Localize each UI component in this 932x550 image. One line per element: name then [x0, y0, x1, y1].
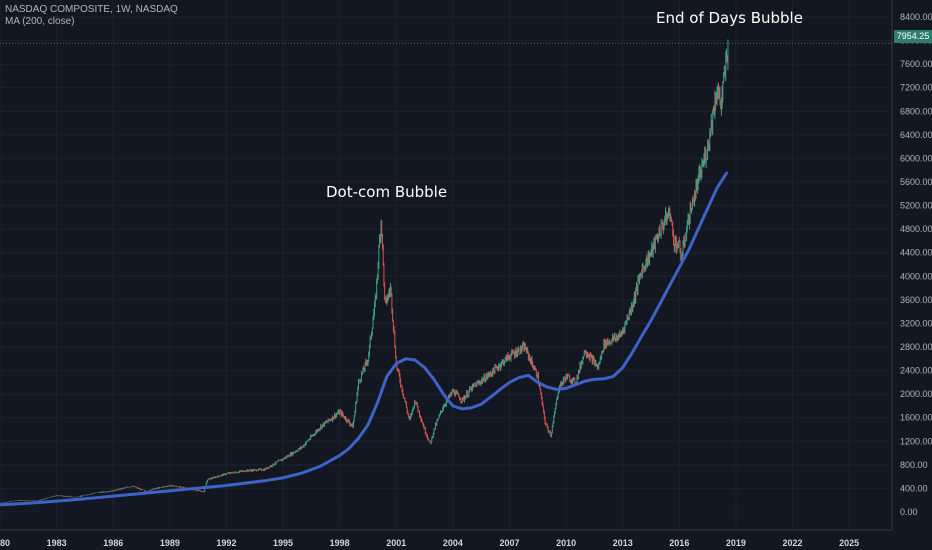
y-tick-label: 7600.00 [900, 59, 932, 69]
y-tick-label: 5200.00 [900, 201, 932, 211]
ma-line [0, 171, 728, 507]
x-tick-label: 2022 [783, 538, 803, 548]
x-tick-label: 2001 [386, 538, 406, 548]
y-tick-label: 3200.00 [900, 318, 932, 328]
x-tick-label: 2007 [499, 538, 519, 548]
annotation-end-of-days-bubble: End of Days Bubble [656, 9, 803, 27]
y-tick-label: 800.00 [900, 460, 928, 470]
last-price-label: 7954.25 [894, 30, 932, 43]
symbol-title: NASDAQ COMPOSITE, 1W, NASDAQ [5, 4, 178, 15]
x-tick-label: 1983 [47, 538, 67, 548]
y-tick-label: 2400.00 [900, 366, 932, 376]
x-tick-label: 1992 [216, 538, 236, 548]
x-tick-label: 2013 [613, 538, 633, 548]
annotation-dotcom-bubble: Dot-com Bubble [326, 183, 448, 201]
y-tick-label: 8400.00 [900, 12, 932, 22]
y-tick-label: 4400.00 [900, 248, 932, 258]
y-tick-label: 1600.00 [900, 413, 932, 423]
y-tick-label: 400.00 [900, 483, 928, 493]
x-tick-label: 2019 [726, 538, 746, 548]
x-tick-label: 1995 [273, 538, 293, 548]
y-tick-label: 1200.00 [900, 436, 932, 446]
x-tick-label: 1998 [330, 538, 350, 548]
y-tick-label: 6800.00 [900, 106, 932, 116]
x-tick-label: 1989 [160, 538, 180, 548]
x-tick-label: 1980 [0, 538, 10, 548]
x-tick-label: 1986 [103, 538, 123, 548]
y-tick-label: 4000.00 [900, 271, 932, 281]
y-tick-label: 0.00 [900, 507, 918, 517]
y-tick-label: 3600.00 [900, 295, 932, 305]
ma-indicator-label: MA (200, close) [5, 16, 75, 27]
y-tick-label: 5600.00 [900, 177, 932, 187]
x-tick-label: 2004 [443, 538, 463, 548]
x-tick-label: 2016 [669, 538, 689, 548]
y-tick-label: 7200.00 [900, 83, 932, 93]
x-tick-label: 2025 [839, 538, 859, 548]
y-tick-label: 4800.00 [900, 224, 932, 234]
y-tick-label: 6400.00 [900, 130, 932, 140]
x-tick-label: 2010 [556, 538, 576, 548]
y-tick-label: 2000.00 [900, 389, 932, 399]
y-tick-label: 2800.00 [900, 342, 932, 352]
y-tick-label: 6000.00 [900, 153, 932, 163]
